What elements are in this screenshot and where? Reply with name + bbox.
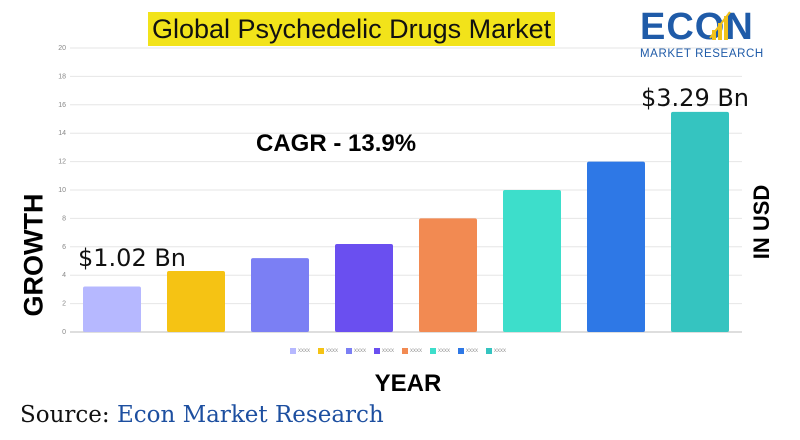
y-axis-label-right: IN USD: [749, 184, 774, 260]
bar: [83, 286, 141, 332]
legend-swatch: [486, 348, 492, 354]
legend-swatch: [402, 348, 408, 354]
legend-item: xxxx: [318, 348, 338, 354]
legend-label: xxxx: [466, 348, 478, 354]
y-tick-label: 12: [58, 159, 66, 166]
logo-bars-icon: [709, 11, 731, 40]
start-value-annotation: $1.02 Bn: [78, 244, 187, 272]
legend-label: xxxx: [354, 348, 366, 354]
bar: [587, 161, 645, 332]
y-tick-label: 10: [58, 187, 66, 194]
bar: [503, 190, 561, 332]
y-tick-label: 20: [58, 45, 66, 52]
legend: xxxx xxxx xxxx xxxx xxxx xxxx xxxx xxxx: [290, 348, 506, 354]
logo-wordmark: ECON: [640, 6, 754, 48]
legend-item: xxxx: [346, 348, 366, 354]
y-tick-label: 18: [58, 73, 66, 80]
end-value-annotation: $3.29 Bn: [641, 84, 750, 112]
y-axis-label-left: GROWTH: [18, 193, 49, 317]
legend-item: xxxx: [430, 348, 450, 354]
legend-label: xxxx: [438, 348, 450, 354]
legend-label: xxxx: [382, 348, 394, 354]
legend-swatch: [318, 348, 324, 354]
y-tick-label: 2: [62, 301, 66, 308]
legend-swatch: [346, 348, 352, 354]
y-tick-label: 4: [62, 272, 66, 279]
legend-item: xxxx: [290, 348, 310, 354]
legend-label: xxxx: [298, 348, 310, 354]
legend-swatch: [430, 348, 436, 354]
y-tick-label: 16: [58, 102, 66, 109]
y-tick-label: 14: [58, 130, 66, 137]
legend-swatch: [290, 348, 296, 354]
source-prefix: Source:: [20, 402, 110, 428]
bar: [335, 243, 393, 332]
bar: [251, 258, 309, 332]
y-tick-label: 6: [62, 244, 66, 251]
legend-item: xxxx: [374, 348, 394, 354]
source-name: Econ Market Research: [116, 402, 384, 428]
source-line: Source: Econ Market Research: [20, 402, 384, 428]
legend-item: xxxx: [402, 348, 422, 354]
y-tick-label: 8: [62, 215, 66, 222]
cagr-annotation: CAGR - 13.9%: [256, 130, 417, 157]
y-tick-label: 0: [62, 329, 66, 336]
legend-item: xxxx: [458, 348, 478, 354]
legend-label: xxxx: [494, 348, 506, 354]
legend-swatch: [458, 348, 464, 354]
chart-title: Global Psychedelic Drugs Market: [148, 12, 556, 46]
company-logo: ECON MARKET RESEARCH: [640, 6, 790, 66]
bar: [671, 111, 729, 333]
bar: [167, 270, 225, 332]
legend-swatch: [374, 348, 380, 354]
bar: [419, 218, 477, 332]
legend-label: xxxx: [326, 348, 338, 354]
x-axis-label: YEAR: [374, 370, 442, 397]
legend-item: xxxx: [486, 348, 506, 354]
logo-subtitle: MARKET RESEARCH: [640, 48, 764, 60]
legend-label: xxxx: [410, 348, 422, 354]
